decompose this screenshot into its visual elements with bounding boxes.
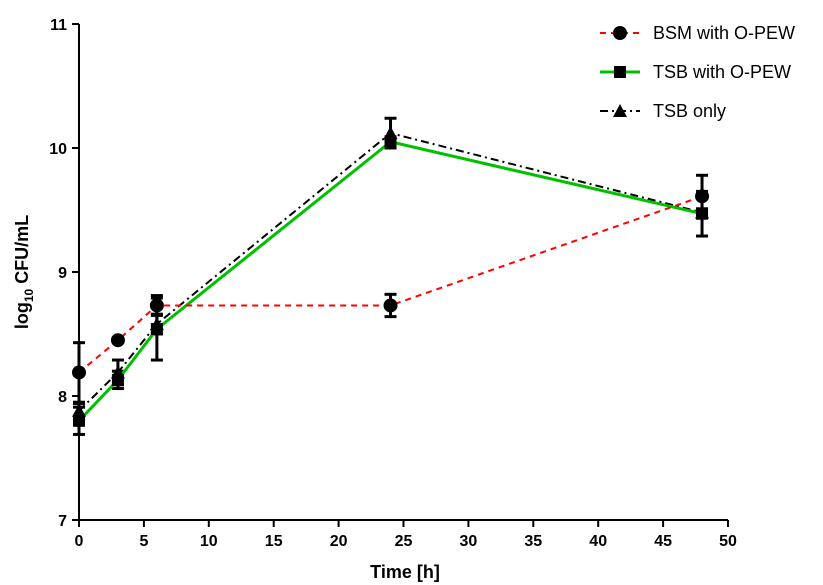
y-axis-title-subscript: 10 <box>22 289 36 303</box>
series-errorbars <box>73 116 709 420</box>
legend-marker <box>613 104 627 117</box>
legend-label: BSM with O-PEW <box>653 23 795 43</box>
x-tick-label: 30 <box>460 533 478 550</box>
x-tick-label: 40 <box>589 533 607 550</box>
data-point <box>383 298 398 313</box>
x-tick-label: 50 <box>719 533 737 550</box>
x-tick-label: 35 <box>524 533 542 550</box>
data-point <box>73 414 85 427</box>
y-axis-title: log10 CFU/mL <box>12 215 36 329</box>
x-tick-label: 0 <box>75 533 84 550</box>
data-point <box>111 373 124 386</box>
data-point <box>150 323 163 336</box>
data-point <box>384 135 397 148</box>
legend-marker <box>614 66 626 78</box>
y-tick-label: 11 <box>50 17 67 34</box>
x-tick-label: 20 <box>330 533 348 550</box>
legend-entry: TSB only <box>600 101 726 121</box>
x-axis-title: Time [h] <box>370 562 440 582</box>
data-point <box>72 365 86 380</box>
x-tick-label: 5 <box>139 533 148 550</box>
series-layer <box>72 116 710 436</box>
data-point <box>149 298 164 313</box>
series-errorbars <box>73 135 709 436</box>
x-tick-label: 10 <box>200 533 218 550</box>
legend-label: TSB with O-PEW <box>653 62 791 82</box>
series-errorbars <box>73 173 709 404</box>
y-tick-label: 10 <box>49 141 67 158</box>
axes: 0 5 10 15 20 25 30 35 40 45 50 7 8 9 10 11 <box>49 17 737 550</box>
y-tick-label: 8 <box>58 389 67 406</box>
x-tick-label: 45 <box>654 533 672 550</box>
data-point <box>72 403 86 417</box>
series-line <box>77 140 703 422</box>
y-tick-label: 7 <box>58 513 67 530</box>
data-point <box>696 207 709 220</box>
x-tick-label: 15 <box>265 533 283 550</box>
legend-marker <box>613 26 627 40</box>
x-tick-label: 25 <box>395 533 413 550</box>
series-line <box>78 195 703 374</box>
data-point <box>110 333 125 348</box>
legend-entry: BSM with O-PEW <box>600 23 795 43</box>
y-axis-title-suffix: CFU/mL <box>12 215 32 289</box>
legend-entry: TSB with O-PEW <box>600 62 791 82</box>
legend: BSM with O-PEW TSB with O-PEW TSB only <box>600 23 795 121</box>
series-line <box>78 132 703 412</box>
y-tick-label: 9 <box>58 265 67 282</box>
legend-label: TSB only <box>653 101 726 121</box>
y-axis-title-prefix: log <box>12 302 32 329</box>
data-point <box>695 189 710 204</box>
